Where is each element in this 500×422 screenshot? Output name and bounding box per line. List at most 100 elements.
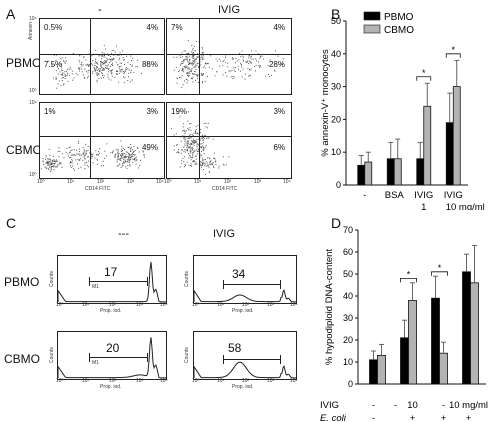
bar xyxy=(470,282,479,385)
panel-a-x-label-2: CD14 FITC xyxy=(212,186,238,192)
x-tick-label: IVIG xyxy=(414,190,433,201)
panel-a-xtick: 10⁰ xyxy=(37,179,45,185)
significance-bracket xyxy=(416,76,432,81)
panel-c-xtick: 10² xyxy=(242,378,250,384)
panel-c-xtick: 10⁴ xyxy=(290,302,298,308)
quadrant-ur: 3% xyxy=(146,107,158,116)
histogram-line xyxy=(194,361,296,379)
quadrant-ur: 4% xyxy=(273,23,285,32)
bar xyxy=(423,105,432,186)
bar xyxy=(364,161,373,186)
panel-a-xtick: 10³ xyxy=(254,179,262,185)
panel-label-c: C xyxy=(6,215,17,231)
bar xyxy=(452,86,461,186)
bar xyxy=(400,337,409,385)
histogram-pbmo-ivig: 34 xyxy=(193,255,297,304)
panel-c-y-label: Counts xyxy=(49,347,55,363)
histogram-curve xyxy=(194,361,296,379)
bar xyxy=(431,297,440,385)
panel-c-col-label-2: IVIG xyxy=(213,228,236,240)
scatter-dots xyxy=(40,140,145,173)
bar xyxy=(377,354,386,385)
panel-c-xtick: 10⁴ xyxy=(160,302,168,308)
panel-c-y-label: Counts xyxy=(184,347,190,363)
quadrant-lr: 88% xyxy=(141,60,158,69)
panel-c-xtick: 10¹ xyxy=(82,302,90,308)
histogram-line xyxy=(58,261,166,303)
y-tick-label: 0 xyxy=(336,180,341,190)
quadrant-lr: 6% xyxy=(273,143,285,152)
panel-a-xtick: 10³ xyxy=(127,179,135,185)
y-tick-label: 10 xyxy=(343,357,353,367)
panel-a-x-label-1: CD14 FITC xyxy=(85,186,111,192)
panel-a-xtick: 10² xyxy=(97,179,105,185)
significance-star: * xyxy=(422,68,426,78)
dot-cloud xyxy=(173,40,284,94)
panel-c-x-label: Prop. iod. xyxy=(232,384,254,390)
row2-value: + xyxy=(441,413,447,422)
chart-b: 0 10 20 30 40 50 % annexin-V⁺ monocytes - BSA IVI… xyxy=(320,11,485,210)
panel-a-ytick: 10⁴ xyxy=(29,16,37,22)
histogram-value: 17 xyxy=(104,265,118,279)
panel-c-row-label-1: PBMO xyxy=(4,275,40,289)
panel-a-col-label-1: - xyxy=(98,4,102,16)
panel-c-xtick: 10² xyxy=(109,378,117,384)
histogram-curve xyxy=(194,288,296,303)
y-axis-label: % hypodiploid DNA-content xyxy=(324,249,335,366)
quadrant-ur: 4% xyxy=(146,23,158,32)
significance-star: * xyxy=(438,263,442,273)
panel-c-y-label: Counts xyxy=(49,271,55,287)
y-tick-label: 50 xyxy=(331,16,341,26)
quadrant-lr: 28% xyxy=(268,60,285,69)
panel-c-x-label: Prop. iod. xyxy=(100,308,122,314)
legend-label: CBMO xyxy=(384,25,414,36)
flow-plot-cbmo-ivig: 19% 3% 6% xyxy=(166,102,292,179)
panel-c-xtick: 10³ xyxy=(136,378,144,384)
panel-a-xtick: 10⁴ xyxy=(283,179,291,185)
quadrant-ll: 7.5% xyxy=(44,60,63,69)
legend-swatch xyxy=(363,11,381,21)
significance-bracket xyxy=(445,53,461,58)
histogram-cbmo-control: 20 M1 xyxy=(57,331,167,380)
panel-c-xtick: 10⁰ xyxy=(192,378,200,384)
panel-label-d: D xyxy=(331,215,342,231)
panel-a-row-label-1: PBMO xyxy=(6,56,42,70)
panel-label-b: B xyxy=(331,6,341,22)
panel-c-xtick: 10⁴ xyxy=(160,378,168,384)
histogram-curve xyxy=(58,261,166,303)
quadrant-ur: 3% xyxy=(273,107,285,116)
quadrant-ul: 1% xyxy=(44,107,56,116)
bar xyxy=(386,158,395,186)
panel-c-xtick: 10⁰ xyxy=(56,302,64,308)
y-tick-label: 50 xyxy=(343,269,353,279)
flow-plot-cbmo-control: 1% 3% 49% xyxy=(39,102,165,179)
panel-a-ytick: 10⁰ xyxy=(29,172,37,178)
panel-a-xtick: 10⁰ xyxy=(164,179,172,185)
panel-c-xtick: 10³ xyxy=(267,378,275,384)
panel-a-ytick: 10⁴ xyxy=(29,100,37,106)
histogram-line xyxy=(58,337,166,379)
panel-c-xtick: 10⁰ xyxy=(192,302,200,308)
panel-c-xtick: 10³ xyxy=(136,302,144,308)
scatter-dots xyxy=(173,40,284,94)
bar xyxy=(369,359,378,385)
significance-bracket xyxy=(431,271,448,276)
dot-cloud xyxy=(170,111,230,175)
significance-star: * xyxy=(407,269,411,279)
marker-label: M1 xyxy=(92,360,99,366)
y-tick-label: 30 xyxy=(343,313,353,323)
marker-label: M1 xyxy=(92,284,99,290)
row2-value: - xyxy=(372,413,375,422)
dot-cloud xyxy=(47,44,149,89)
significance-bracket xyxy=(400,278,417,283)
panel-c-xtick: 10¹ xyxy=(217,302,225,308)
chart-d: 0 10 20 30 40 50 60 70 % hypodiploid DNA-content… xyxy=(320,225,488,422)
row2-value: + xyxy=(410,413,416,422)
quadrant-ul: 0.5% xyxy=(44,23,63,32)
legend-label: PBMO xyxy=(384,12,414,23)
x-tick-label: - xyxy=(363,190,366,201)
row2-value: + xyxy=(466,413,472,422)
flow-plot-pbmo-control: 0.5% 4% 7.5% 88% xyxy=(39,18,165,95)
panel-a-xtick: 10⁴ xyxy=(156,179,164,185)
bar xyxy=(416,158,425,186)
